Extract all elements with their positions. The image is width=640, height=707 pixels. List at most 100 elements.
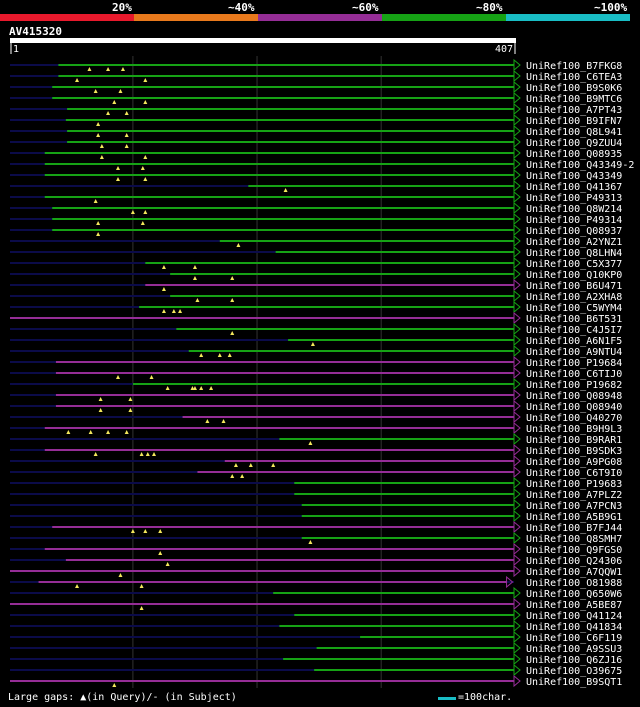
color-scale-segment-3 (382, 14, 506, 21)
query-gap-marker (230, 276, 235, 280)
query-gap-marker (233, 463, 238, 467)
hit-label: UniRef100_C5X377 (526, 259, 622, 270)
hit-label: UniRef100_O39675 (526, 666, 622, 677)
query-gap-marker (240, 474, 245, 478)
query-gap-marker (112, 683, 117, 687)
hit-label: UniRef100_B9MTC6 (526, 94, 622, 105)
hit-label: UniRef100_B9IFN7 (526, 116, 622, 127)
scale-bar (438, 697, 456, 700)
query-gap-marker (112, 100, 117, 104)
query-gap-marker (161, 287, 166, 291)
query-gap-marker (139, 606, 144, 610)
color-scale-segment-1 (134, 14, 258, 21)
hit-arrow (513, 267, 521, 281)
query-gap-marker (124, 133, 129, 137)
hit-arrow (513, 597, 521, 611)
hit-label: UniRef100_A2YNZ1 (526, 237, 622, 248)
query-gap-marker (75, 584, 80, 588)
hit-label: UniRef100_Q40270 (526, 413, 622, 424)
query-gap-marker (165, 562, 170, 566)
hit-arrow (513, 201, 521, 215)
hit-arrow (513, 124, 521, 138)
query-gap-marker (158, 529, 163, 533)
query-gap-marker (192, 276, 197, 280)
query-gap-marker (308, 540, 313, 544)
hit-arrow (513, 322, 521, 336)
query-gap-marker (199, 353, 204, 357)
hit-label: UniRef100_Q9FGS0 (526, 545, 622, 556)
query-gap-marker (199, 386, 204, 390)
hit-arrow (513, 91, 521, 105)
hit-arrow (513, 553, 521, 567)
hit-arrow (513, 465, 521, 479)
query-gap-marker (87, 67, 92, 71)
query-gap-marker (140, 166, 145, 170)
query-gap-marker (217, 353, 222, 357)
hit-arrow (513, 674, 521, 688)
hit-arrow (513, 641, 521, 655)
query-gap-marker (116, 177, 120, 181)
query-gap-marker (143, 177, 148, 181)
hit-label: UniRef100_Q650W6 (526, 589, 622, 600)
hit-label: UniRef100_Q43349-2 (526, 160, 634, 171)
hit-arrow (513, 388, 521, 402)
query-gap-marker (230, 331, 235, 335)
query-gap-marker (161, 309, 166, 313)
hit-arrow (513, 344, 521, 358)
query-gap-marker (88, 430, 93, 434)
query-gap-marker (178, 309, 183, 313)
hit-label: UniRef100_B6U471 (526, 281, 622, 292)
scale-label-20: 20% (112, 1, 132, 14)
hit-label: UniRef100_P49313 (526, 193, 622, 204)
hit-arrow (513, 608, 521, 622)
scale-label-100: ~100% (594, 1, 628, 14)
hit-arrow (513, 58, 521, 72)
hit-label: UniRef100_B7FKG8 (526, 61, 622, 72)
query-gap-marker (143, 155, 148, 159)
hit-label: UniRef100_O81988 (526, 578, 622, 589)
query-gap-marker (143, 78, 148, 82)
hit-arrow (513, 399, 521, 413)
query-gap-marker (171, 309, 176, 313)
query-gap-marker (96, 122, 101, 126)
hit-label: UniRef100_P19684 (526, 358, 622, 369)
hit-label: UniRef100_Q24306 (526, 556, 622, 567)
color-scale-segment-0 (0, 14, 134, 21)
hit-arrow (513, 476, 521, 490)
query-gap-marker (120, 67, 125, 71)
query-id: AV415320 (9, 25, 62, 38)
query-gap-marker (75, 78, 80, 82)
hit-arrow (513, 586, 521, 600)
query-gap-marker (271, 463, 276, 467)
ruler-end-label: 407 (495, 44, 513, 55)
query-gap-marker (308, 441, 313, 445)
query-gap-marker (230, 298, 235, 302)
hit-arrow (513, 234, 521, 248)
hit-label: UniRef100_Q08940 (526, 402, 622, 413)
hit-label: UniRef100_A9PG08 (526, 457, 622, 468)
hit-arrow (513, 157, 521, 171)
hit-arrow (513, 564, 521, 578)
hit-label: UniRef100_B9RAR1 (526, 435, 622, 446)
query-gap-marker (124, 144, 129, 148)
hit-label: UniRef100_A9SSU3 (526, 644, 622, 655)
query-gap-marker (93, 452, 98, 456)
hit-label: UniRef100_A7QQW1 (526, 567, 622, 578)
query-gap-marker (205, 419, 210, 423)
query-gap-marker (106, 111, 111, 115)
hit-arrow (513, 520, 521, 534)
scale-bar-label: =100char. (458, 692, 513, 703)
hit-arrow (513, 498, 521, 512)
query-gap-marker (98, 397, 103, 401)
query-gap-marker (149, 375, 154, 379)
hit-arrow (513, 432, 521, 446)
query-gap-marker (118, 573, 123, 577)
hit-label: UniRef100_B9S0K6 (526, 83, 622, 94)
query-gap-marker (93, 89, 98, 93)
hit-arrow (513, 80, 521, 94)
hit-arrow (513, 663, 521, 677)
hit-label: UniRef100_C6TEA3 (526, 72, 622, 83)
hit-label: UniRef100_Q8SMH7 (526, 534, 622, 545)
hit-label: UniRef100_A7PLZ2 (526, 490, 622, 501)
query-ruler (10, 38, 516, 43)
